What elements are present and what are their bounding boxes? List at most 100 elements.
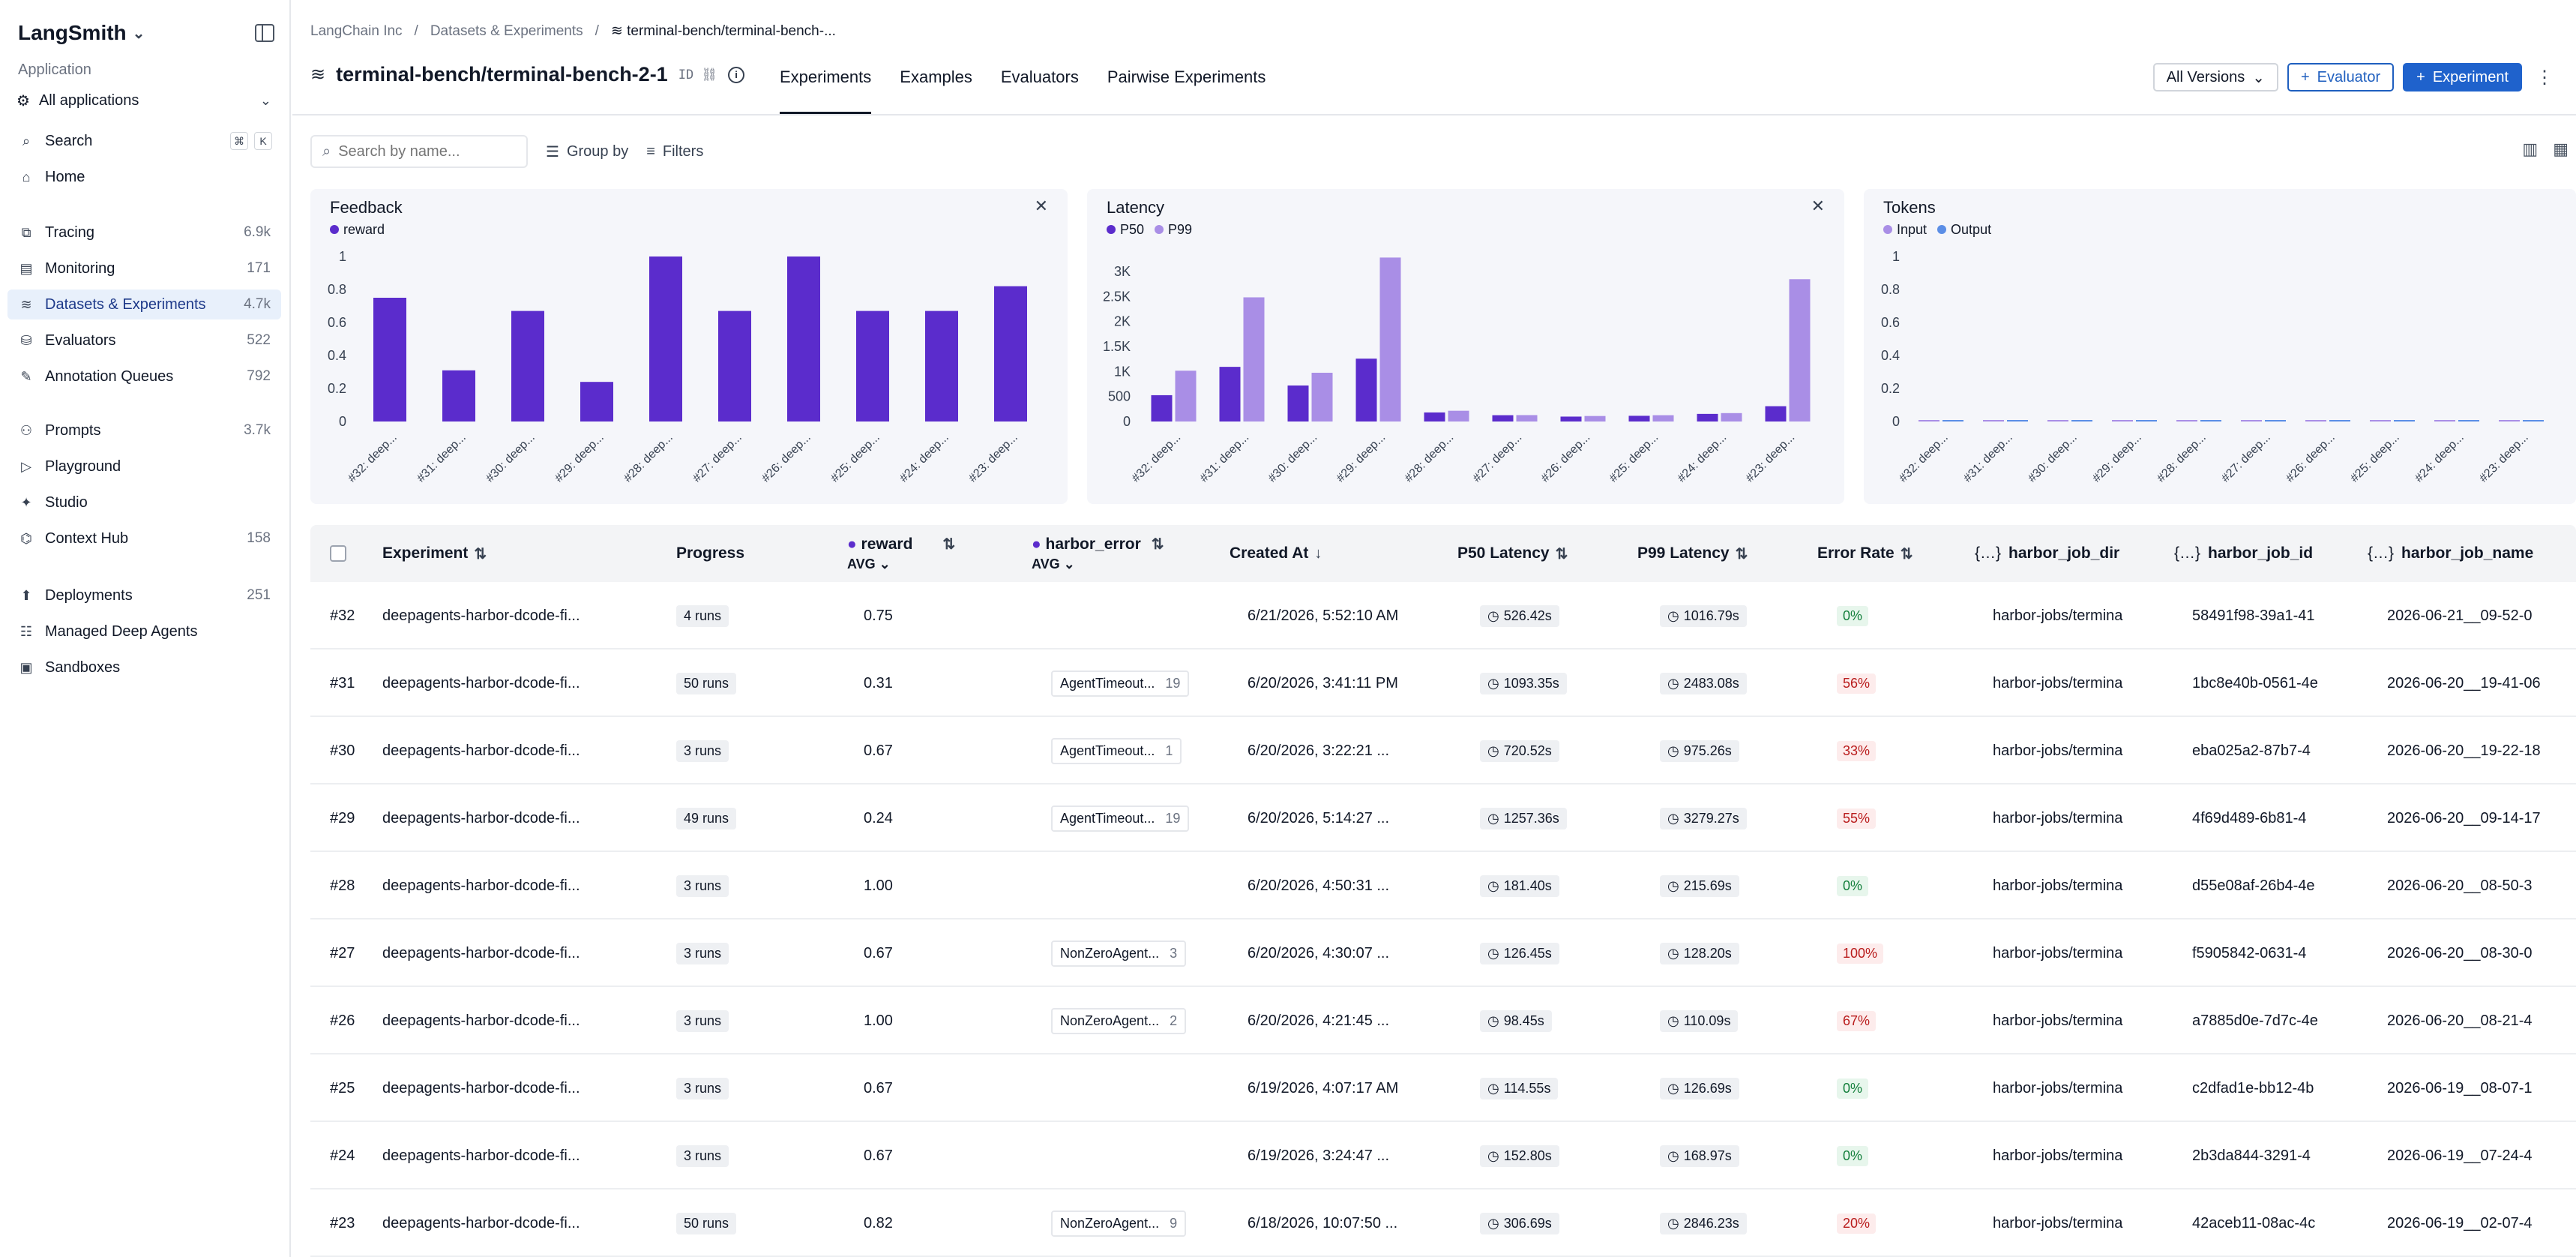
table-row[interactable]: #25 deepagents-harbor-dcode-fi... 3 runs 0.… [310, 1054, 2576, 1122]
bar-latency-p50-4[interactable] [1424, 412, 1445, 422]
bar-latency-p99-5[interactable] [1516, 415, 1538, 422]
harbor-error-cell[interactable]: NonZeroAgent... 9 [1051, 1190, 1201, 1257]
table-row[interactable]: #29 deepagents-harbor-dcode-fi... 49 runs 0… [310, 784, 2576, 852]
experiment-name[interactable]: deepagents-harbor-dcode-fi... [382, 1214, 580, 1232]
bar-latency-p99-3[interactable] [1379, 257, 1401, 422]
filters-button[interactable]: ≡ Filters [646, 142, 704, 160]
bar-feedback-reward-1[interactable] [442, 370, 475, 422]
workspace-switcher[interactable]: LangSmith ⌄ [18, 21, 145, 45]
close-icon[interactable]: ✕ [1034, 196, 1048, 215]
col-harbor-error[interactable]: ● harbor_error ⇅ AVG ⌄ [1032, 536, 1164, 572]
table-row[interactable]: #27 deepagents-harbor-dcode-fi... 3 runs 0.… [310, 920, 2576, 987]
bar-tokens-input-5[interactable] [2241, 420, 2262, 422]
sidebar-item-annotation-queues[interactable]: ✎ Annotation Queues 792 [7, 362, 281, 392]
columns-icon[interactable]: ▦ [2553, 140, 2569, 158]
bar-tokens-input-3[interactable] [2112, 420, 2133, 422]
bar-tokens-output-7[interactable] [2394, 420, 2415, 422]
bar-latency-p99-1[interactable] [1243, 297, 1265, 422]
table-row[interactable]: #31 deepagents-harbor-dcode-fi... 50 runs 0… [310, 650, 2576, 717]
sidebar-item-sandboxes[interactable]: ▣ Sandboxes [7, 652, 281, 682]
bar-tokens-input-4[interactable] [2176, 420, 2197, 422]
bar-feedback-reward-6[interactable] [787, 256, 820, 422]
bar-feedback-reward-0[interactable] [373, 298, 406, 422]
harbor-error-cell[interactable]: AgentTimeout... 19 [1051, 784, 1201, 852]
bar-tokens-output-5[interactable] [2265, 420, 2286, 422]
bar-feedback-reward-3[interactable] [580, 382, 613, 422]
bar-feedback-reward-4[interactable] [649, 256, 682, 422]
col-error-rate[interactable]: Error Rate ⇅ [1817, 544, 1913, 562]
table-row[interactable]: #24 deepagents-harbor-dcode-fi... 3 runs 0.… [310, 1122, 2576, 1190]
bar-tokens-input-0[interactable] [1919, 420, 1939, 422]
bar-feedback-reward-2[interactable] [511, 310, 544, 422]
bar-tokens-output-8[interactable] [2458, 420, 2479, 422]
table-row[interactable]: #26 deepagents-harbor-dcode-fi... 3 runs 1.… [310, 987, 2576, 1054]
crumb-datasets[interactable]: Datasets & Experiments [430, 22, 583, 39]
harbor-error-cell[interactable]: AgentTimeout... 19 [1051, 650, 1201, 717]
tab-pairwise[interactable]: Pairwise Experiments [1107, 68, 1266, 86]
add-evaluator-button[interactable]: + Evaluator [2287, 63, 2395, 92]
close-icon[interactable]: ✕ [1811, 196, 1825, 215]
search-input[interactable] [338, 142, 504, 160]
info-icon[interactable]: i [728, 66, 745, 83]
bar-latency-p99-2[interactable] [1311, 373, 1333, 422]
bar-tokens-output-1[interactable] [2007, 420, 2028, 422]
experiment-name[interactable]: deepagents-harbor-dcode-fi... [382, 607, 580, 624]
col-p99[interactable]: P99 Latency ⇅ [1637, 544, 1748, 562]
bar-feedback-reward-8[interactable] [925, 310, 958, 422]
bar-tokens-input-1[interactable] [1983, 420, 2004, 422]
group-by-button[interactable]: ☰ Group by [546, 142, 629, 160]
bar-latency-p50-7[interactable] [1628, 416, 1650, 422]
experiment-name[interactable]: deepagents-harbor-dcode-fi... [382, 877, 580, 894]
sidebar-search[interactable]: ⌕ Search ⌘ K [7, 126, 281, 156]
table-row[interactable]: #32 deepagents-harbor-dcode-fi... 4 runs 0.… [310, 582, 2576, 650]
bar-tokens-output-4[interactable] [2200, 420, 2221, 422]
experiment-name[interactable]: deepagents-harbor-dcode-fi... [382, 1012, 580, 1029]
col-p50[interactable]: P50 Latency ⇅ [1457, 544, 1568, 562]
bar-latency-p50-8[interactable] [1697, 413, 1718, 422]
crumb-current[interactable]: ≋ terminal-bench/terminal-bench-... [610, 23, 836, 39]
copy-id-button[interactable]: ID ⛓ [678, 67, 718, 82]
harbor-error-cell[interactable]: AgentTimeout... 1 [1051, 717, 1201, 784]
harbor-error-cell[interactable]: NonZeroAgent... 3 [1051, 920, 1201, 987]
tab-evaluators[interactable]: Evaluators [1000, 68, 1079, 86]
sidebar-item-monitoring[interactable]: ▤ Monitoring 171 [7, 254, 281, 284]
experiment-name[interactable]: deepagents-harbor-dcode-fi... [382, 809, 580, 826]
add-experiment-button[interactable]: + Experiment [2403, 63, 2522, 92]
experiment-name[interactable]: deepagents-harbor-dcode-fi... [382, 674, 580, 692]
more-icon[interactable]: ⋮ [2536, 67, 2554, 88]
bar-feedback-reward-9[interactable] [994, 286, 1027, 422]
sidebar-item-context-hub[interactable]: ⌬ Context Hub 158 [7, 524, 281, 554]
sidebar-item-evaluators[interactable]: ⛁ Evaluators 522 [7, 326, 281, 356]
bar-tokens-output-3[interactable] [2136, 420, 2157, 422]
bar-feedback-reward-7[interactable] [856, 310, 889, 422]
sidebar-item-prompts[interactable]: ⚇ Prompts 3.7k [7, 416, 281, 446]
select-all[interactable] [330, 525, 346, 582]
bar-latency-p99-6[interactable] [1584, 416, 1606, 422]
sidebar-toggle-icon[interactable] [255, 24, 274, 42]
bar-latency-p50-5[interactable] [1492, 415, 1514, 422]
search-box[interactable]: ⌕ [310, 135, 528, 168]
bar-tokens-output-6[interactable] [2329, 420, 2350, 422]
legend-item[interactable]: P99 [1155, 222, 1192, 238]
col-job-dir[interactable]: {…} harbor_job_dir [1975, 544, 2120, 562]
experiment-name[interactable]: deepagents-harbor-dcode-fi... [382, 944, 580, 962]
col-job-id[interactable]: {…} harbor_job_id [2174, 544, 2314, 562]
tab-experiments[interactable]: Experiments [780, 63, 872, 114]
bar-tokens-output-9[interactable] [2523, 420, 2544, 422]
table-row[interactable]: #30 deepagents-harbor-dcode-fi... 3 runs 0.… [310, 717, 2576, 784]
harbor-error-cell[interactable]: NonZeroAgent... 2 [1051, 987, 1201, 1054]
bar-tokens-output-0[interactable] [1942, 420, 1963, 422]
col-experiment[interactable]: Experiment ⇅ [382, 544, 487, 562]
sidebar-item-studio[interactable]: ✦ Studio [7, 488, 281, 518]
legend-item[interactable]: P50 [1107, 222, 1144, 238]
bar-feedback-reward-5[interactable] [718, 310, 751, 422]
bar-tokens-input-9[interactable] [2499, 420, 2520, 422]
col-reward[interactable]: ● reward ⇅ AVG ⌄ [847, 536, 956, 572]
bar-latency-p99-4[interactable] [1448, 410, 1469, 422]
bar-latency-p50-2[interactable] [1287, 386, 1309, 422]
chart-view-icon[interactable]: ▥ [2522, 140, 2539, 158]
bar-latency-p50-0[interactable] [1151, 394, 1173, 422]
bar-latency-p50-1[interactable] [1219, 367, 1241, 422]
bar-tokens-input-7[interactable] [2370, 420, 2391, 422]
bar-latency-p99-8[interactable] [1721, 412, 1742, 422]
